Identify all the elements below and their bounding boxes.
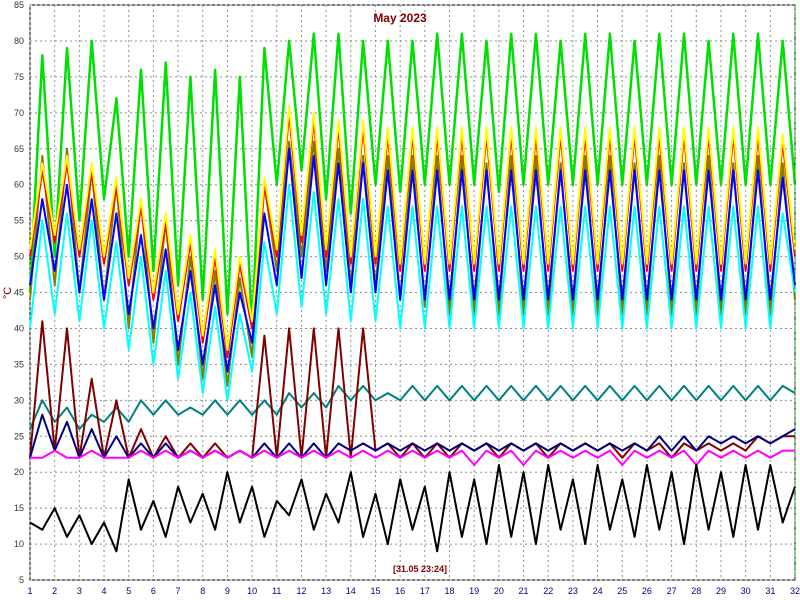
x-tick-label: 32 [790,586,800,596]
x-tick-label: 5 [126,586,131,596]
x-tick-label: 3 [77,586,82,596]
x-tick-label: 12 [296,586,306,596]
y-tick-label: 20 [14,467,24,477]
x-tick-label: 17 [420,586,430,596]
x-tick-label: 10 [247,586,257,596]
x-tick-label: 20 [494,586,504,596]
x-tick-label: 26 [642,586,652,596]
x-tick-label: 21 [519,586,529,596]
y-tick-label: 5 [19,575,24,585]
y-tick-label: 10 [14,539,24,549]
y-tick-label: 75 [14,72,24,82]
x-tick-label: 13 [321,586,331,596]
y-tick-label: 40 [14,323,24,333]
y-tick-label: 50 [14,252,24,262]
series-line-10 [30,449,795,466]
y-axis-ticks: 5 10 15 20 25 30 35 40 45 50 55 60 65 70 75 80 85 [14,0,24,585]
series-line-5 [29,183,796,402]
y-tick-label: 80 [14,36,24,46]
y-tick-label: 25 [14,431,24,441]
y-tick-label: 85 [14,0,24,10]
y-tick-label: 55 [14,216,24,226]
y-tick-label: 70 [14,108,24,118]
x-tick-label: 9 [225,586,230,596]
series-line-11 [29,464,796,553]
x-tick-label: 14 [346,586,356,596]
x-tick-label: 16 [395,586,405,596]
grid [29,4,796,581]
x-tick-label: 29 [716,586,726,596]
x-tick-label: 1 [27,586,32,596]
x-tick-label: 15 [370,586,380,596]
x-tick-label: 24 [593,586,603,596]
y-axis-label: °C [2,287,14,299]
series-line-9 [29,413,796,459]
y-tick-label: 30 [14,395,24,405]
x-axis-ticks: 1 2 3 4 5 6 7 8 9 10 11 12 13 14 15 16 17 18 19 20 21 22 23 24 2… [27,586,800,596]
x-tick-label: 18 [445,586,455,596]
cursor-timestamp: [31.05 23:24] [393,564,447,574]
x-tick-label: 19 [469,586,479,596]
x-tick-label: 2 [52,586,57,596]
x-tick-label: 31 [765,586,775,596]
x-tick-label: 23 [568,586,578,596]
y-tick-label: 35 [14,359,24,369]
x-tick-label: 7 [176,586,181,596]
x-tick-label: 22 [543,586,553,596]
y-tick-label: 65 [14,144,24,154]
series-line-7 [29,384,796,431]
series-line-6 [29,147,796,373]
x-tick-label: 11 [272,586,281,596]
x-tick-label: 4 [102,586,107,596]
y-tick-label: 15 [14,503,24,513]
series-layer [28,32,797,553]
x-tick-label: 30 [741,586,751,596]
y-tick-label: 60 [14,180,24,190]
series-line-4 [29,104,796,351]
x-tick-label: 8 [200,586,205,596]
x-tick-label: 28 [691,586,701,596]
series-line-1 [28,32,797,330]
chart-title: May 2023 [373,11,427,25]
x-tick-label: 6 [151,586,156,596]
x-tick-label: 25 [617,586,627,596]
y-tick-label: 45 [14,288,24,298]
x-tick-label: 27 [667,586,677,596]
